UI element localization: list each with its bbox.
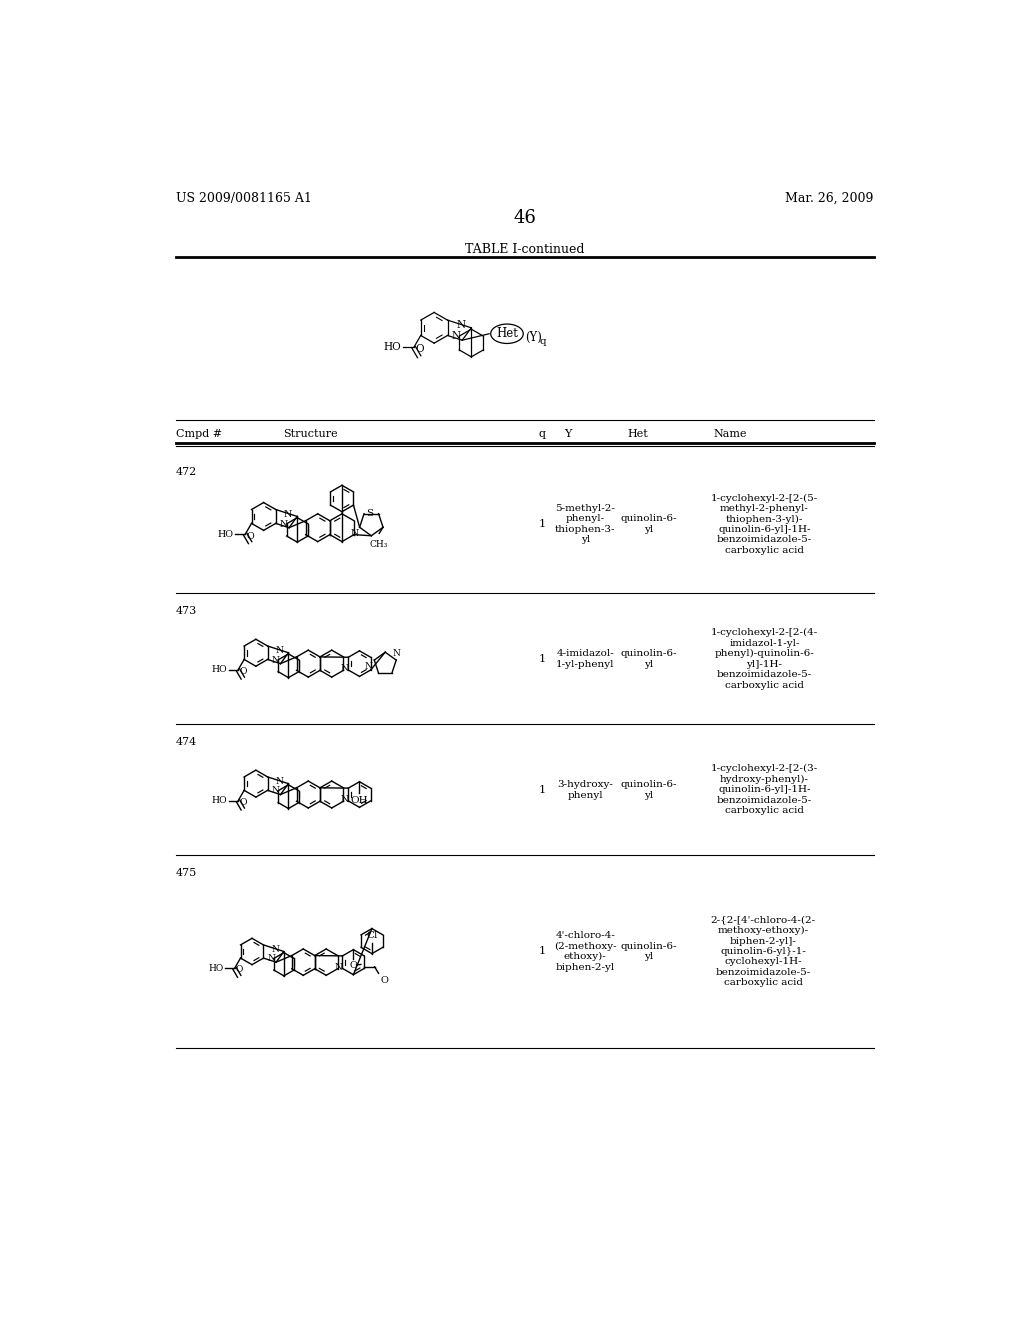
- Text: Cl: Cl: [367, 931, 378, 940]
- Text: quinolin-6-
yl: quinolin-6- yl: [621, 649, 677, 669]
- Text: O: O: [239, 799, 247, 807]
- Text: TABLE I-continued: TABLE I-continued: [465, 243, 585, 256]
- Text: quinolin-6-
yl: quinolin-6- yl: [621, 515, 677, 533]
- Text: 1: 1: [539, 519, 546, 529]
- Text: Structure: Structure: [283, 429, 338, 440]
- Text: Het: Het: [496, 327, 518, 341]
- Text: N: N: [452, 331, 461, 342]
- Text: 474: 474: [176, 737, 198, 747]
- Text: 3-hydroxy-
phenyl: 3-hydroxy- phenyl: [557, 780, 613, 800]
- Text: S: S: [367, 510, 374, 519]
- Text: 473: 473: [176, 606, 198, 615]
- Text: O: O: [236, 965, 243, 974]
- Text: q: q: [540, 338, 546, 346]
- Text: O: O: [349, 961, 357, 970]
- Text: quinolin-6-
yl: quinolin-6- yl: [621, 780, 677, 800]
- Text: HO: HO: [384, 342, 401, 352]
- Text: N: N: [350, 528, 359, 537]
- Text: 475: 475: [176, 867, 198, 878]
- Text: O: O: [380, 975, 388, 985]
- Text: 1-cyclohexyl-2-[2-(4-
imidazol-1-yl-
phenyl)-quinolin-6-
yl]-1H-
benzoimidazole-: 1-cyclohexyl-2-[2-(4- imidazol-1-yl- phe…: [711, 628, 818, 689]
- Text: N: N: [267, 954, 275, 964]
- Text: N: N: [284, 510, 292, 519]
- Text: 1-cyclohexyl-2-[2-(5-
methyl-2-phenyl-
thiophen-3-yl)-
quinolin-6-yl]-1H-
benzoi: 1-cyclohexyl-2-[2-(5- methyl-2-phenyl- t…: [711, 494, 818, 554]
- Text: N: N: [365, 661, 373, 671]
- Text: N: N: [340, 664, 348, 673]
- Text: N: N: [340, 795, 348, 804]
- Text: 4-imidazol-
1-yl-phenyl: 4-imidazol- 1-yl-phenyl: [556, 649, 614, 669]
- Text: N: N: [271, 656, 280, 664]
- Text: N: N: [271, 787, 280, 796]
- Text: HO: HO: [209, 964, 223, 973]
- Text: Name: Name: [713, 429, 746, 440]
- Text: q: q: [539, 429, 546, 440]
- Text: O: O: [415, 345, 424, 355]
- Text: O: O: [246, 532, 254, 541]
- Text: N: N: [457, 321, 466, 330]
- Text: N: N: [280, 520, 288, 528]
- Text: 46: 46: [513, 210, 537, 227]
- Text: HO: HO: [211, 665, 227, 675]
- Text: CH₃: CH₃: [370, 540, 388, 549]
- Text: Cmpd #: Cmpd #: [176, 429, 222, 440]
- Text: US 2009/0081165 A1: US 2009/0081165 A1: [176, 191, 312, 205]
- Text: N: N: [271, 945, 280, 954]
- Text: O: O: [239, 667, 247, 676]
- Text: N: N: [335, 962, 342, 972]
- Text: 1: 1: [539, 785, 546, 795]
- Text: Y: Y: [564, 429, 571, 440]
- Text: quinolin-6-
yl: quinolin-6- yl: [621, 941, 677, 961]
- Text: 1: 1: [539, 653, 546, 664]
- Text: Het: Het: [628, 429, 648, 440]
- Text: 472: 472: [176, 467, 198, 477]
- Text: N: N: [275, 777, 284, 787]
- Text: 2-{2-[4'-chloro-4-(2-
methoxy-ethoxy)-
biphen-2-yl]-
quinolin-6-yl}-1-
cyclohexy: 2-{2-[4'-chloro-4-(2- methoxy-ethoxy)- b…: [711, 916, 816, 987]
- Text: N: N: [392, 649, 400, 657]
- Text: 1: 1: [539, 946, 546, 957]
- Text: 4'-chloro-4-
(2-methoxy-
ethoxy)-
biphen-2-yl: 4'-chloro-4- (2-methoxy- ethoxy)- biphen…: [554, 931, 616, 972]
- Text: OH: OH: [350, 796, 369, 805]
- Text: (Y): (Y): [525, 330, 542, 343]
- Text: HO: HO: [218, 529, 233, 539]
- Text: Mar. 26, 2009: Mar. 26, 2009: [785, 191, 873, 205]
- Text: N: N: [275, 647, 284, 656]
- Text: 5-methyl-2-
phenyl-
thiophen-3-
yl: 5-methyl-2- phenyl- thiophen-3- yl: [555, 504, 615, 544]
- Text: HO: HO: [211, 796, 227, 805]
- Text: 1-cyclohexyl-2-[2-(3-
hydroxy-phenyl)-
quinolin-6-yl]-1H-
benzoimidazole-5-
carb: 1-cyclohexyl-2-[2-(3- hydroxy-phenyl)- q…: [711, 764, 818, 816]
